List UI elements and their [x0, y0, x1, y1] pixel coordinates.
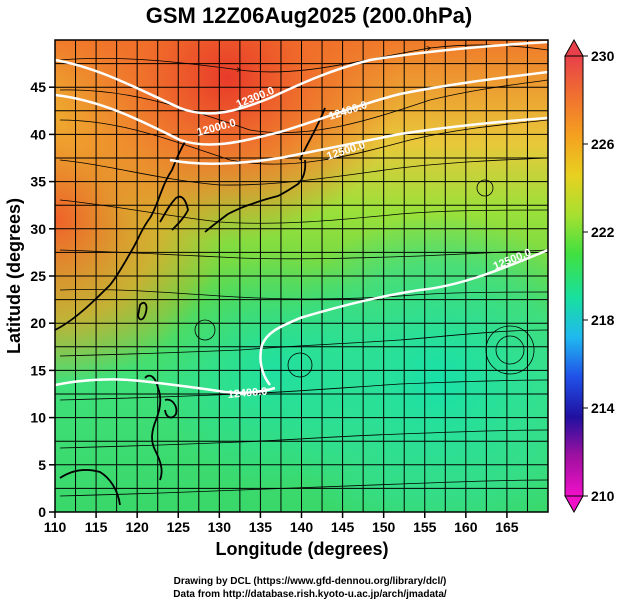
colorbar-scale	[564, 55, 584, 497]
chart-title: GSM 12Z06Aug2025 (200.0hPa)	[146, 3, 472, 28]
colorbar-tick-label: 210	[591, 488, 615, 504]
y-axis-ticks: 0 5 10 15 20 25 30 35 40 45	[30, 79, 55, 520]
x-tick-label: 115	[85, 519, 108, 535]
graticule-grid	[55, 40, 548, 512]
colorbar-tick-label: 218	[591, 312, 615, 328]
x-tick-label: 155	[413, 519, 437, 535]
x-tick-label: 125	[167, 519, 191, 535]
credit-line-2: Data from http://database.rish.kyoto-u.a…	[173, 589, 447, 600]
colorbar-bottom-arrow	[564, 495, 584, 514]
y-tick-label: 45	[30, 79, 46, 95]
x-tick-label: 150	[372, 519, 396, 535]
x-tick-label: 135	[249, 519, 273, 535]
contour-label-6: 12400.0	[227, 386, 268, 401]
y-tick-label: 25	[30, 268, 46, 284]
y-tick-label: 15	[30, 362, 46, 378]
y-tick-label: 35	[30, 174, 46, 190]
x-tick-label: 145	[331, 519, 355, 535]
x-tick-label: 165	[495, 519, 519, 535]
y-axis-label: Latitude (degrees)	[4, 198, 24, 354]
coastlines	[55, 107, 326, 506]
x-tick-label: 160	[454, 519, 478, 535]
x-tick-label: 110	[44, 519, 67, 535]
y-tick-label: 20	[30, 315, 46, 331]
y-tick-label: 40	[30, 126, 46, 142]
x-axis-ticks: 110 115 120 125 130 135 140 145 150 155 160 165	[44, 512, 519, 535]
credit-line-1: Drawing by DCL (https://www.gfd-dennou.o…	[174, 576, 447, 587]
x-tick-label: 140	[290, 519, 314, 535]
colorbar: 230 226 222 218 214 210	[564, 38, 615, 514]
map-plot-area: 12300.0 12000.0 12400.0 12500.0 12500.0 …	[55, 40, 548, 512]
x-tick-label: 130	[208, 519, 232, 535]
y-tick-label: 0	[38, 504, 46, 520]
x-axis-label: Longitude (degrees)	[215, 539, 388, 559]
y-tick-label: 10	[30, 410, 46, 426]
colorbar-ticks: 230 226 222 218 214 210	[583, 48, 615, 504]
height-contours	[55, 40, 548, 395]
colorbar-tick-label: 222	[591, 224, 615, 240]
colorbar-tick-label: 214	[591, 400, 615, 416]
x-tick-label: 120	[125, 519, 149, 535]
colorbar-tick-label: 230	[591, 48, 615, 64]
y-tick-label: 30	[30, 221, 46, 237]
wind-streamlines	[59, 44, 548, 497]
y-tick-label: 5	[38, 457, 46, 473]
colorbar-tick-label: 226	[591, 136, 615, 152]
colorbar-top-arrow	[564, 38, 584, 57]
